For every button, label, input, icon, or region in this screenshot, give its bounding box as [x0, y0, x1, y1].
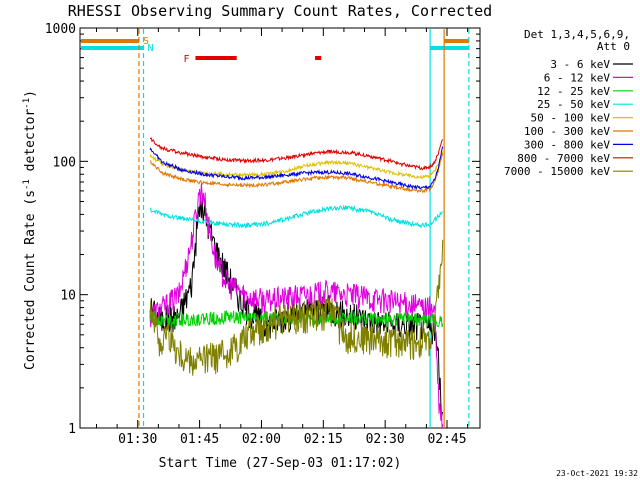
status-label-S: S — [143, 36, 149, 47]
legend-label: 7000 - 15000 keV — [504, 165, 610, 178]
y-axis-label-exp2: -1 — [22, 98, 32, 109]
y-axis-label-end: ) — [23, 90, 38, 98]
series-line — [149, 204, 444, 229]
x-axis-label: Start Time (27-Sep-03 01:17:02) — [159, 456, 402, 471]
x-tick-label: 01:30 — [118, 432, 157, 447]
series-line — [149, 183, 444, 429]
x-tick-label: 02:15 — [304, 432, 343, 447]
series-line — [150, 153, 444, 194]
x-tick-label: 02:30 — [366, 432, 405, 447]
y-axis-label-exp1: -1 — [22, 179, 32, 190]
series-line — [149, 137, 444, 171]
x-axis: 01:30 01:45 02:00 02:15 02:30 02:45 — [95, 28, 469, 447]
footer-date: 23-Oct-2021 19:32 — [556, 469, 638, 478]
data-series — [149, 137, 444, 429]
attenuator-lines — [138, 29, 470, 428]
legend-label: 3 - 6 keV — [550, 58, 610, 71]
x-tick-label: 02:00 — [242, 432, 281, 447]
legend-label: 300 - 800 keV — [524, 138, 610, 151]
y-tick-label: 1 — [68, 422, 76, 437]
legend-header: Att 0 — [597, 40, 630, 53]
legend-header: Det 1,3,4,5,6,9, — [524, 28, 630, 41]
y-axis-label-mid: detector — [23, 109, 38, 180]
y-tick-label: 1000 — [45, 22, 76, 37]
y-axis-label: Corrected Count Rate (s-1 detector-1) — [22, 90, 38, 370]
plot-border — [79, 27, 481, 429]
series-line — [149, 146, 444, 190]
plot-frame — [79, 27, 481, 429]
chart-title: RHESSI Observing Summary Count Rates, Co… — [68, 2, 492, 20]
y-tick-label: 100 — [53, 155, 76, 170]
legend-label: 50 - 100 keV — [531, 112, 611, 125]
legend-label: 25 - 50 keV — [537, 98, 610, 111]
y-axis-label-main: Corrected Count Rate (s — [23, 190, 38, 370]
series-line — [149, 239, 444, 376]
legend-label: 6 - 12 keV — [544, 71, 611, 84]
status-bars: SN F — [81, 36, 469, 65]
status-label-N: N — [147, 43, 153, 54]
y-axis: 1 10 100 1000 — [45, 22, 480, 437]
y-tick-label: 10 — [60, 289, 76, 304]
legend-label: 100 - 300 keV — [524, 125, 610, 138]
legend-label: 800 - 7000 keV — [517, 152, 610, 165]
x-tick-label: 02:45 — [427, 432, 466, 447]
legend-label: 12 - 25 keV — [537, 85, 610, 98]
status-label-F: F — [183, 54, 189, 65]
x-tick-label: 01:45 — [180, 432, 219, 447]
